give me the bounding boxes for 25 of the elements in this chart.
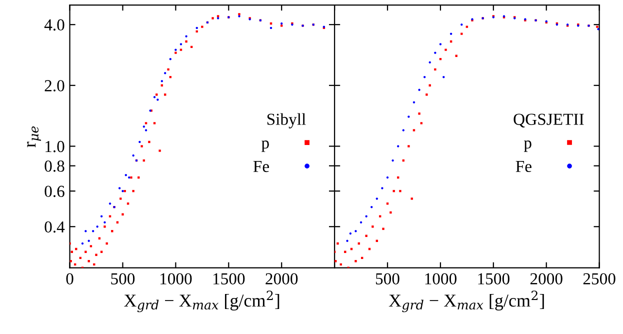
y-tick-label: 0.6 [44,186,64,198]
legend-title: Sibyll [267,113,306,128]
x-tick-label: 2500 [583,273,616,284]
x-tick-label: 0 [66,273,74,284]
x-axis-title: X$_{grd}$ − X$_{max}$ [g/cm$^{2}$] [124,290,280,312]
y-tick-label: 4.0 [44,19,64,31]
x-tick-label: 1000 [160,273,192,284]
x-tick-label: 1000 [425,273,456,284]
x-tick-label: 500 [111,273,135,284]
x-tick-label: 1500 [478,273,510,284]
x-tick-label: 2000 [266,273,298,284]
y-tick-label: 1.0 [46,140,64,152]
x-tick-label: 500 [376,273,400,284]
legend-label: Fe [253,160,269,172]
x-tick-label: 1500 [213,273,245,284]
legend-label: p [261,140,269,152]
y-axis-title: r$_{μe}$ [27,126,41,148]
x-tick-label: 2000 [530,273,562,284]
legend-title: QGSJETII [514,114,584,128]
y-tick-label: 0.8 [44,160,64,172]
legend-label: Fe [516,160,532,172]
x-axis-title: X$_{grd}$ − X$_{max}$ [g/cm$^{2}$] [388,290,544,312]
y-tick-label: 0.4 [44,221,65,233]
legend-label: p [524,140,532,152]
y-tick-label: 2.0 [44,80,64,92]
